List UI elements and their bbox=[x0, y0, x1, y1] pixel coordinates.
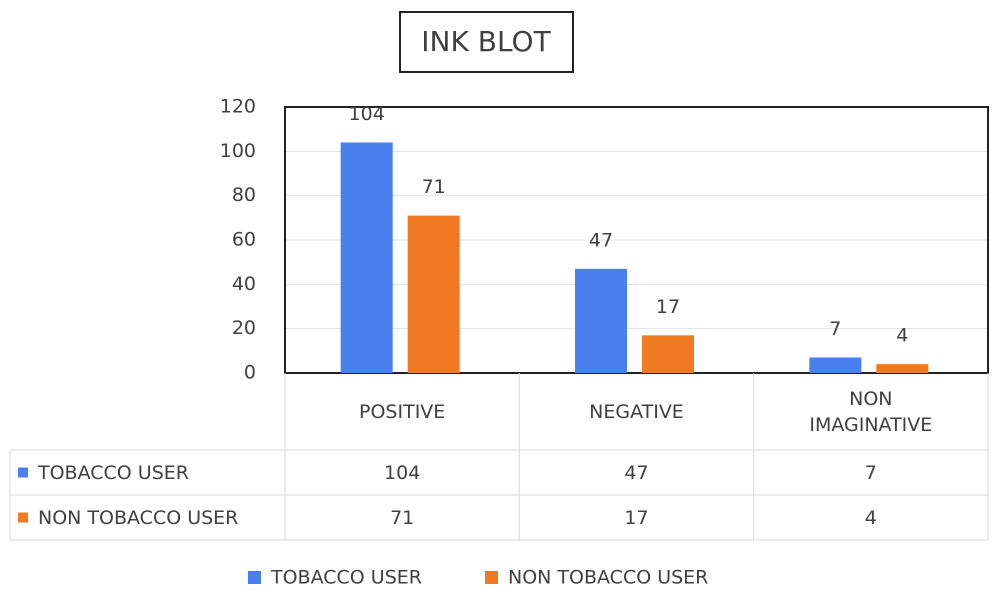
bar bbox=[340, 142, 393, 373]
table-value: 4 bbox=[864, 506, 877, 529]
data-label: 7 bbox=[829, 318, 841, 340]
table-legend-key bbox=[18, 467, 28, 478]
bar bbox=[876, 364, 929, 373]
data-label: 47 bbox=[589, 229, 613, 251]
plot-frame bbox=[284, 106, 989, 374]
legend-key bbox=[485, 571, 498, 584]
data-label: 4 bbox=[896, 325, 908, 347]
category-label: POSITIVE bbox=[359, 400, 446, 423]
data-label: 104 bbox=[349, 103, 385, 125]
table-value: 104 bbox=[384, 461, 421, 484]
y-tick-label: 20 bbox=[232, 317, 256, 339]
category-label: NON IMAGINATIVE bbox=[809, 387, 933, 436]
bar bbox=[809, 357, 862, 373]
data-label: 71 bbox=[422, 176, 446, 198]
table-value: 17 bbox=[624, 506, 649, 529]
title-box bbox=[399, 11, 574, 73]
table-legend-key bbox=[18, 512, 28, 523]
chart-title: INK BLOT bbox=[421, 25, 551, 58]
y-tick-label: 100 bbox=[220, 140, 256, 162]
bar bbox=[407, 215, 460, 373]
legend-label: TOBACCO USER bbox=[270, 567, 422, 589]
table-series-name: TOBACCO USER bbox=[38, 461, 189, 484]
table-value: 47 bbox=[624, 461, 649, 484]
y-tick-label: 120 bbox=[220, 96, 256, 118]
bar bbox=[642, 335, 694, 373]
category-label: NEGATIVE bbox=[589, 400, 684, 423]
table-value: 7 bbox=[864, 461, 877, 484]
y-tick-label: 40 bbox=[232, 273, 256, 295]
table-value: 71 bbox=[390, 506, 415, 529]
y-tick-label: 80 bbox=[232, 184, 256, 206]
y-tick-label: 60 bbox=[232, 229, 256, 251]
bar bbox=[575, 268, 627, 373]
legend-key bbox=[248, 571, 261, 584]
data-label: 17 bbox=[656, 296, 680, 318]
table-series-name: NON TOBACCO USER bbox=[38, 506, 239, 529]
legend-label: NON TOBACCO USER bbox=[508, 567, 708, 589]
y-tick-label: 0 bbox=[244, 362, 256, 384]
